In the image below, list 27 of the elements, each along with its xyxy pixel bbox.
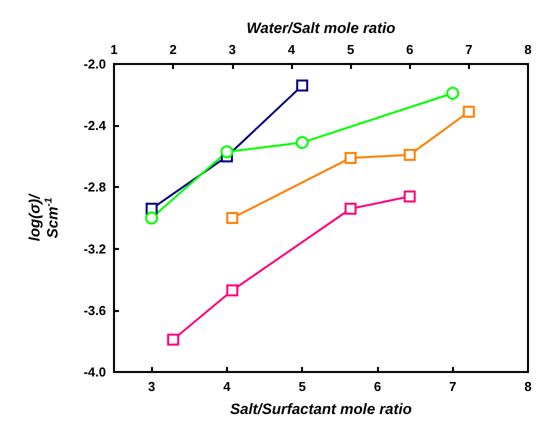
x2-axis-title: Water/Salt mole ratio: [246, 20, 396, 37]
x2-tick-label: 8: [524, 42, 532, 57]
y-tick-label: -2.0: [84, 56, 106, 72]
y-tick-label: -2.8: [84, 180, 106, 195]
y-tick-label: -4.0: [84, 364, 106, 380]
x2-tick-label: 1: [110, 42, 118, 57]
point: [145, 212, 158, 224]
y-tick-label: -3.6: [84, 302, 106, 318]
x2-tick-label: 7: [465, 42, 472, 57]
x-axis-title: Salt/Surfactant mole ratio: [230, 401, 412, 418]
x-tick-label: 5: [298, 379, 306, 394]
point: [446, 86, 460, 100]
y-tick-label: -3.2: [84, 241, 106, 256]
x2-tick-label: 4: [288, 42, 296, 57]
x2-tick-label: 5: [346, 42, 354, 57]
point: [296, 80, 308, 92]
x-tick-label: 3: [148, 379, 156, 394]
x-tick-label: 4: [223, 379, 232, 394]
point: [296, 136, 309, 150]
y-tick-label: -2.4: [84, 118, 107, 134]
point: [220, 145, 234, 158]
x-tick-label: 6: [374, 379, 382, 394]
x2-tick-label: 6: [406, 42, 414, 57]
x2-tick-label: 2: [170, 42, 177, 57]
x-tick-label: 7: [449, 379, 456, 394]
x2-tick-label: 3: [228, 42, 236, 57]
x-tick-label: 8: [524, 379, 532, 394]
